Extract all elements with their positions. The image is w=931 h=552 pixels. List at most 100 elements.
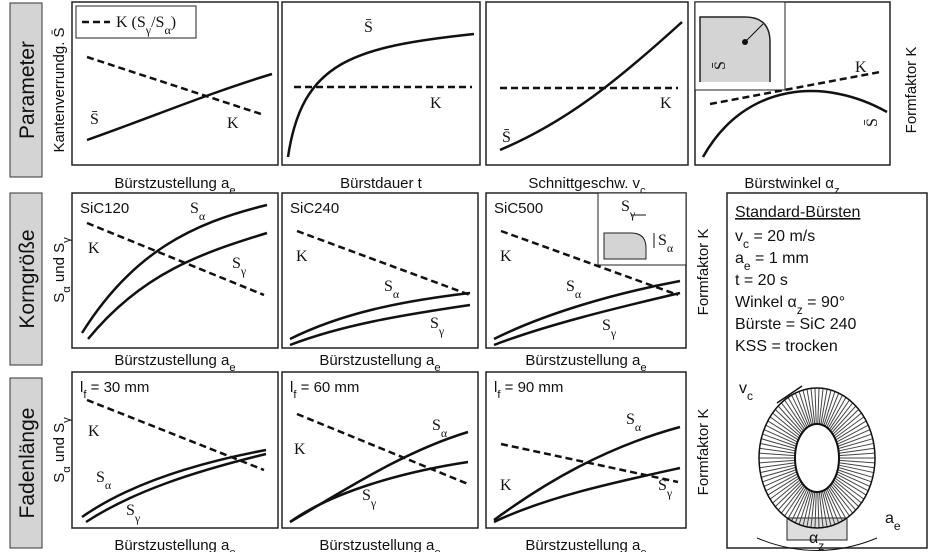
curve-label: K (294, 441, 306, 458)
text-part: Bürstwinkel α (744, 175, 834, 192)
curve-label: K (88, 423, 100, 440)
panel: K (Sγ/Sα) S̄ K Bürstzustellung ae (72, 2, 278, 197)
subscript: γ (134, 511, 141, 525)
text-part: S (602, 317, 611, 334)
text-part: Bürstzustellung a (114, 537, 230, 552)
text-part: K (430, 95, 442, 112)
text-part: SiC500 (494, 200, 543, 217)
subscript: e (640, 547, 646, 552)
subscript: γ (61, 237, 73, 243)
y2-label: Formfaktor K (903, 47, 920, 134)
text-part: ) (171, 14, 176, 31)
curve-label: K (227, 115, 239, 132)
x-label: Bürstzustellung ae (319, 352, 440, 374)
text-part: K (500, 248, 512, 265)
text-part: K (855, 59, 867, 76)
text-part: Bürstzustellung a (525, 537, 641, 552)
text-part: a (885, 510, 894, 527)
subscript: e (434, 547, 440, 552)
text-part: K (227, 115, 239, 132)
panel-title: SiC500 (494, 200, 543, 217)
text-part: Bürstzustellung a (114, 352, 230, 369)
text-part: S (658, 232, 667, 249)
text-part: Kantenverrundg. S̄ (51, 27, 68, 152)
text-part: /S (151, 14, 164, 31)
text-part: S̄ (364, 19, 373, 36)
text-part: S (51, 293, 68, 303)
subscript: γ (370, 496, 377, 510)
text-part: S̄ (712, 61, 729, 70)
text-part: Bürste = SiC 240 (735, 316, 857, 333)
curve-label: K (500, 477, 512, 494)
x-label: Bürstzustellung ae (525, 537, 646, 552)
text-part: K (88, 240, 100, 257)
text-part: S (126, 502, 135, 519)
panel: S̄ K S̄ Bürstwinkel αz (695, 2, 890, 197)
y-label: Sα und Sγ (51, 237, 73, 303)
curve-label: S̄ (364, 19, 373, 36)
row-label: Fadenlänge (16, 408, 39, 519)
text-part: SiC240 (290, 200, 339, 217)
subscript: e (229, 547, 235, 552)
subscript: γ (629, 207, 636, 221)
text-part: S (566, 278, 575, 295)
text-part: = 90 mm (500, 379, 563, 396)
text-part: Bürstzustellung a (319, 352, 435, 369)
text-part: Bürstdauer t (340, 175, 423, 192)
text-part: t = 20 s (735, 272, 788, 289)
row-label: Parameter (16, 41, 39, 139)
text-part: = 30 mm (86, 379, 149, 396)
subscript: e (894, 519, 901, 533)
text-part: S (51, 473, 68, 483)
text-part: = 20 m/s (749, 228, 815, 245)
info-line: t = 20 s (735, 272, 788, 289)
x-label: Bürstzustellung ae (114, 537, 235, 552)
y-label: Kantenverrundg. S̄ (51, 27, 68, 152)
text-part: Bürstzustellung a (114, 175, 230, 192)
text-part: S̄ (502, 129, 511, 146)
text-part: = 90° (803, 294, 845, 311)
curve-label: K (88, 240, 100, 257)
panel: SiC500 Sγ Sα K Sα Sγ Bürstzustellung ae (486, 193, 686, 374)
text-part: K (296, 248, 308, 265)
text-part: Schnittgeschw. v (528, 175, 640, 192)
text-part: S (626, 411, 635, 428)
text-part: Winkel α (735, 294, 797, 311)
text-part: S (432, 417, 441, 434)
text-part: K (294, 441, 306, 458)
figure: Parameter Korngröße Fadenlänge Kantenver… (0, 0, 931, 552)
text-part: und S (51, 423, 68, 466)
subscript: α (393, 287, 400, 301)
curve-label: S̄ (90, 111, 99, 128)
curve-label: K (296, 248, 308, 265)
panel-title: SiC240 (290, 200, 339, 217)
x-label: Bürstzustellung ae (319, 537, 440, 552)
subscript: γ (438, 324, 445, 338)
text-part: S (621, 198, 630, 215)
text-part: S̄ (864, 118, 881, 127)
panel-title: SiC120 (80, 200, 129, 217)
text-part: K (660, 95, 672, 112)
text-part: = 1 mm (751, 250, 809, 267)
curve-label: K (660, 95, 672, 112)
subscript: α (105, 478, 112, 492)
x-label: Bürstzustellung ae (114, 352, 235, 374)
curve-label: S̄ (712, 61, 729, 70)
panel: lf = 90 mm Sα K Sγ Bürstzustellung ae (486, 372, 686, 552)
x-label: Bürstzustellung ae (525, 352, 646, 374)
text-part: K (500, 477, 512, 494)
curve-label: S̄ (502, 129, 511, 146)
subscript: α (199, 209, 206, 223)
panel: SiC240 K Sα Sγ Bürstzustellung ae (282, 193, 478, 374)
text-part: = 60 mm (296, 379, 359, 396)
curve-label: K (430, 95, 442, 112)
text-part: S (658, 477, 667, 494)
curve-label: K (500, 248, 512, 265)
panel: lf = 60 mm K Sα Sγ Bürstzustellung ae (282, 372, 478, 552)
text-part: S (96, 469, 105, 486)
text-part: S (232, 255, 241, 272)
text-part: K (88, 423, 100, 440)
text-part: v (735, 228, 743, 245)
text-part: und S (51, 243, 68, 286)
text-part: Bürstzustellung a (525, 352, 641, 369)
